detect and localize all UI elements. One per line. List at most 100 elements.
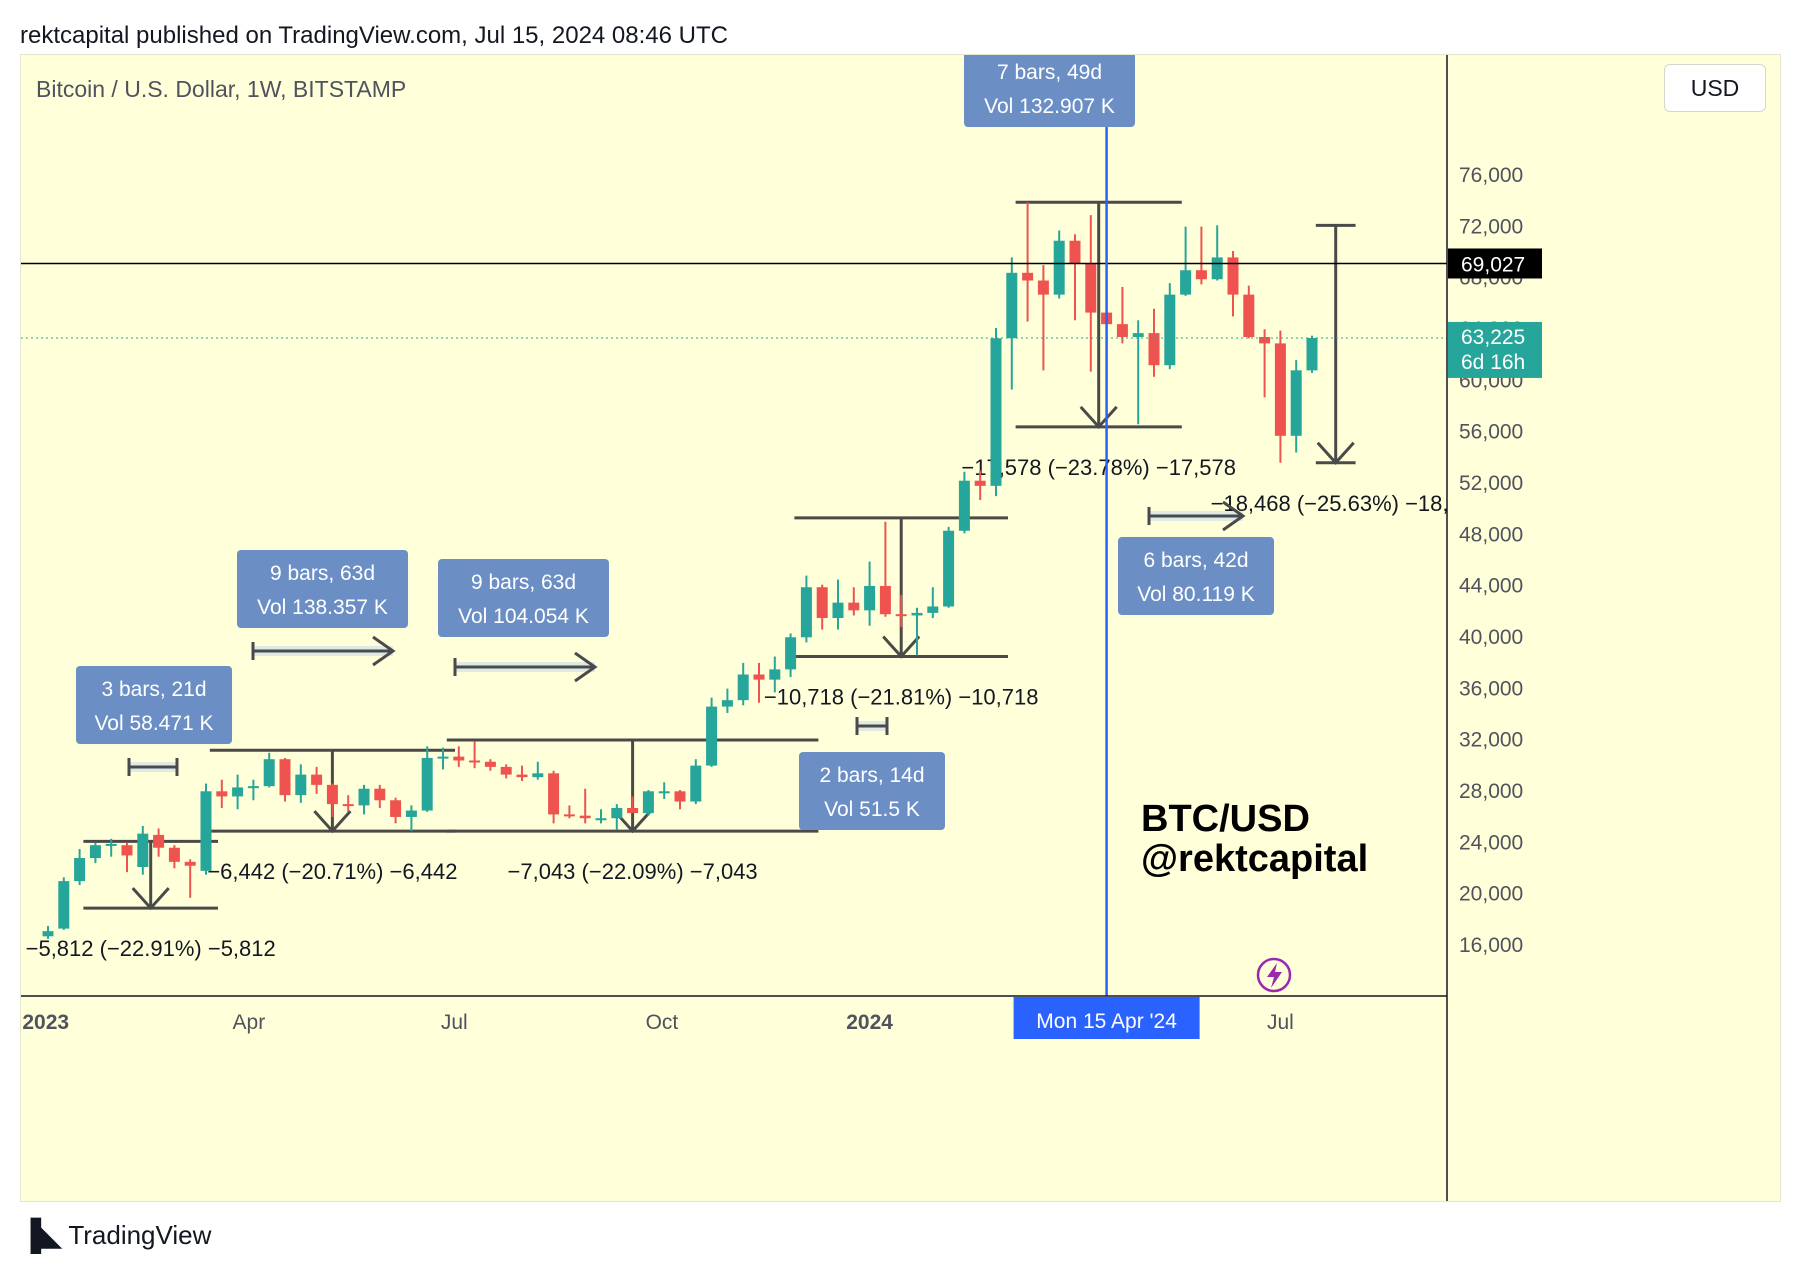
price-tick-label: 72,000 [1459, 215, 1523, 238]
callout-box [438, 559, 609, 637]
candlestick-chart[interactable]: −5,812 (−22.91%) −5,812 −6,442 (−20.71%) … [21, 55, 1780, 1201]
callout-line1: 7 bars, 49d [997, 61, 1102, 84]
candle-down [374, 788, 386, 801]
candle-down [469, 760, 481, 763]
countdown-text: 6d 16h [1461, 351, 1525, 374]
candle-down [1148, 333, 1160, 366]
measure-label: −6,442 (−20.71%) −6,442 [207, 859, 457, 884]
candle-up [990, 338, 1002, 486]
price-tick-label: 76,000 [1459, 164, 1523, 187]
measure-label: −5,812 (−22.91%) −5,812 [26, 936, 276, 961]
callout-box [237, 550, 408, 628]
candle-down [121, 845, 133, 856]
candle-up [358, 788, 370, 806]
time-marker-text: Mon 15 Apr '24 [1036, 1010, 1177, 1033]
measure-arrowhead [313, 810, 352, 834]
candle-down [311, 774, 323, 785]
candle-up [864, 585, 876, 611]
price-axis-bg [1447, 55, 1780, 996]
measure-arrowhead [1079, 405, 1118, 430]
candle-up [137, 833, 149, 867]
candle-up [1132, 333, 1144, 337]
candle-up [927, 606, 939, 613]
candle-up [595, 818, 607, 821]
time-tick-label: Oct [646, 1011, 679, 1034]
candle-down [326, 784, 338, 805]
candle-up [89, 845, 101, 859]
measure-label: −7,043 (−22.09%) −7,043 [508, 859, 758, 884]
candle-down [563, 814, 575, 817]
measure-label: −17,578 (−23.78%) −17,578 [961, 455, 1236, 480]
candle-down [1069, 240, 1081, 264]
price-tick-label: 28,000 [1459, 780, 1523, 803]
tradingview-logo[interactable]: ▐◣ TradingView [20, 1218, 211, 1252]
callout-box [76, 666, 232, 744]
candle-up [785, 637, 797, 670]
price-tick-label: 52,000 [1459, 472, 1523, 495]
candle-up [74, 858, 86, 882]
time-tick-label: 2024 [846, 1011, 893, 1034]
level-lines [21, 55, 1447, 996]
candle-down [579, 815, 591, 819]
callout-line2: Vol 138.357 K [257, 596, 388, 619]
candle-up [232, 787, 244, 797]
candle-up [943, 530, 955, 607]
candle-down [1243, 294, 1255, 337]
candle-down [1259, 336, 1271, 344]
candle-down [848, 602, 860, 611]
level-badge-text: 69,027 [1461, 253, 1525, 276]
price-tick-label: 40,000 [1459, 626, 1523, 649]
candle-up [1306, 337, 1318, 371]
candle-up [611, 807, 623, 819]
time-tick-label: Apr [233, 1011, 266, 1034]
candle-up [958, 480, 970, 531]
callout-line2: Vol 104.054 K [458, 605, 589, 628]
time-marker-badge [1013, 997, 1200, 1039]
candle-down [753, 674, 765, 680]
candle-down [500, 766, 512, 775]
candle-up [1290, 370, 1302, 436]
time-tick-label: 2023 [22, 1011, 69, 1034]
candle-up [437, 756, 449, 759]
time-axis: 2023 Apr Jul Oct 2024 Jul Mon 15 Apr '24 [21, 995, 1447, 1039]
candle-down [279, 759, 291, 796]
price-tick-label: 48,000 [1459, 523, 1523, 546]
callout-line1: 9 bars, 63d [270, 562, 375, 585]
callout-box [1118, 537, 1274, 615]
candle-up [737, 674, 749, 701]
lightning-icon [1256, 957, 1292, 993]
callout-line2: Vol 80.119 K [1137, 583, 1255, 606]
callout-line1: 9 bars, 63d [471, 571, 576, 594]
candle-up [200, 791, 212, 871]
candle-down [184, 861, 196, 866]
candle-up [58, 881, 70, 929]
price-axis: 16,000 20,000 24,000 28,000 32,000 36,000 40,0… [1446, 55, 1780, 1201]
candle-up [532, 773, 544, 778]
candle-up [247, 786, 259, 789]
chart-area[interactable]: −5,812 (−22.91%) −5,812 −6,442 (−20.71%) … [20, 54, 1781, 1202]
currency-button[interactable]: USD [1664, 64, 1766, 112]
candle-up [42, 931, 54, 937]
watermark: BTC/USD@rektcapital [1141, 798, 1368, 993]
measure-label: −10,718 (−21.81%) −10,718 [764, 685, 1039, 710]
callout-line1: 6 bars, 42d [1143, 549, 1248, 572]
time-tick-label: Jul [441, 1011, 468, 1034]
callout-line1: 2 bars, 14d [819, 764, 924, 787]
symbol-title: Bitcoin / U.S. Dollar, 1W, BITSTAMP [36, 76, 407, 102]
price-tick-label: 56,000 [1459, 421, 1523, 444]
candle-down [516, 774, 528, 778]
candle-down [390, 800, 402, 817]
candle-down [1274, 343, 1286, 436]
candle-down [879, 585, 891, 615]
tradingview-logo-icon: ▐◣ [20, 1218, 62, 1252]
price-tick-label: 44,000 [1459, 575, 1523, 598]
candle-down [1227, 257, 1239, 295]
candle-down [216, 791, 228, 797]
candle-up [721, 700, 733, 707]
callout-boxes: 3 bars, 21d Vol 58.471 K 9 bars, 63d Vol 13… [76, 55, 1274, 830]
candle-up [769, 669, 781, 680]
time-tick-label: Jul [1267, 1011, 1294, 1034]
candle-up [1053, 240, 1065, 295]
candle-down [974, 480, 986, 486]
candle-up [706, 706, 718, 766]
